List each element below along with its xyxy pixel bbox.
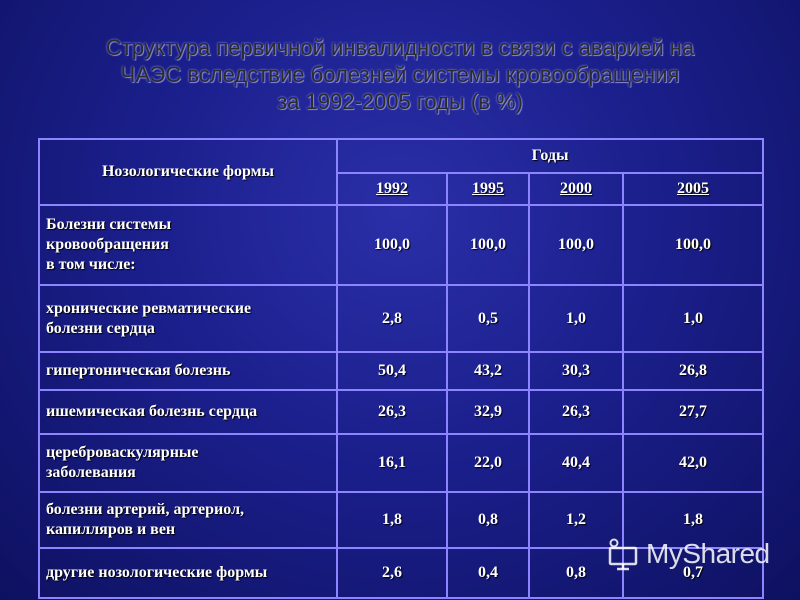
value-cell: 1,8 bbox=[336, 491, 448, 549]
value-cell: 100,0 bbox=[446, 204, 530, 286]
row-label-line: болезни артерий, артериол, bbox=[46, 501, 245, 518]
year-header-1995: 1995 bbox=[446, 172, 530, 206]
table-row: Болезни системы кровообращения в том чис… bbox=[38, 204, 765, 286]
value-cell: 2,8 bbox=[336, 284, 448, 353]
row-label-line: кровообращения bbox=[46, 236, 169, 253]
value-cell: 0,8 bbox=[528, 547, 624, 599]
value-cell: 26,8 bbox=[621, 351, 765, 391]
value-cell: 1,2 bbox=[528, 491, 624, 549]
header-years-label: Годы bbox=[531, 147, 569, 164]
value-cell: 30,3 bbox=[528, 351, 624, 391]
table-row: цереброваскулярные заболевания 16,1 22,0… bbox=[38, 433, 765, 493]
year-header-1992: 1992 bbox=[336, 172, 448, 206]
row-label: Болезни системы кровообращения в том чис… bbox=[38, 204, 338, 286]
row-label: цереброваскулярные заболевания bbox=[38, 433, 338, 493]
value-cell: 1,8 bbox=[621, 491, 765, 549]
value-cell: 1,0 bbox=[621, 284, 765, 353]
title-line-1: Структура первичной инвалидности в связи… bbox=[105, 35, 695, 60]
row-label-line: заболевания bbox=[46, 464, 136, 481]
table-row: гипертоническая болезнь 50,4 43,2 30,3 2… bbox=[38, 351, 765, 391]
value-cell: 1,0 bbox=[528, 284, 624, 353]
row-label-line: болезни сердца bbox=[46, 319, 155, 337]
row-label-line: хронические ревматические bbox=[46, 299, 252, 317]
value-cell: 27,7 bbox=[621, 389, 765, 435]
header-forms-cell: Нозологические формы bbox=[38, 138, 338, 206]
row-label: хронические ревматические болезни сердца bbox=[38, 284, 338, 353]
value-cell: 100,0 bbox=[336, 204, 448, 286]
row-label-line: гипертоническая болезнь bbox=[46, 362, 231, 379]
myshared-watermark: MyShared bbox=[606, 534, 770, 574]
value-cell: 2,6 bbox=[336, 547, 448, 599]
table-row: другие нозологические формы 2,6 0,4 0,8 … bbox=[38, 547, 765, 599]
row-label-line: ишемическая болезнь сердца bbox=[46, 403, 258, 420]
row-label-line: другие нозологические формы bbox=[46, 564, 268, 581]
row-label-line: капилляров и вен bbox=[46, 521, 176, 538]
table-row: хронические ревматические болезни сердца… bbox=[38, 284, 765, 353]
value-cell: 40,4 bbox=[528, 433, 624, 493]
title-line-3: за 1992-2005 годы (в %) bbox=[277, 89, 523, 114]
slide-title: Структура первичной инвалидности в связи… bbox=[40, 34, 760, 115]
title-line-2: ЧАЭС вследствие болезней системы кровооб… bbox=[120, 62, 680, 87]
year-header-2000: 2000 bbox=[528, 172, 624, 206]
header-forms-label: Нозологические формы bbox=[101, 163, 275, 180]
value-cell: 0,7 bbox=[621, 547, 765, 599]
row-label-line: Болезни системы bbox=[46, 216, 172, 233]
year-header-2005: 2005 bbox=[621, 172, 765, 206]
value-cell: 43,2 bbox=[446, 351, 530, 391]
table-row: ишемическая болезнь сердца 26,3 32,9 26,… bbox=[38, 389, 765, 435]
value-cell: 42,0 bbox=[621, 433, 765, 493]
disability-structure-table: Нозологические формы Годы 1992 1995 2000… bbox=[38, 138, 765, 599]
row-label: гипертоническая болезнь bbox=[38, 351, 338, 391]
header-years-cell: Годы bbox=[335, 138, 765, 174]
row-label: другие нозологические формы bbox=[38, 547, 338, 599]
value-cell: 50,4 bbox=[336, 351, 448, 391]
row-label: ишемическая болезнь сердца bbox=[38, 389, 338, 435]
value-cell: 0,8 bbox=[446, 491, 530, 549]
table-row: болезни артерий, артериол, капилляров и … bbox=[38, 491, 765, 549]
row-label-line: цереброваскулярные bbox=[46, 444, 199, 461]
presentation-screen-icon bbox=[608, 538, 638, 571]
value-cell: 100,0 bbox=[621, 204, 765, 286]
watermark-text: MyShared bbox=[646, 538, 770, 569]
value-cell: 0,5 bbox=[446, 284, 530, 353]
row-label: болезни артерий, артериол, капилляров и … bbox=[38, 491, 338, 549]
value-cell: 100,0 bbox=[528, 204, 624, 286]
value-cell: 26,3 bbox=[528, 389, 624, 435]
value-cell: 22,0 bbox=[446, 433, 530, 493]
row-label-line: в том числе: bbox=[46, 256, 136, 273]
value-cell: 32,9 bbox=[446, 389, 530, 435]
value-cell: 16,1 bbox=[336, 433, 448, 493]
value-cell: 26,3 bbox=[336, 389, 448, 435]
value-cell: 0,4 bbox=[446, 547, 530, 599]
